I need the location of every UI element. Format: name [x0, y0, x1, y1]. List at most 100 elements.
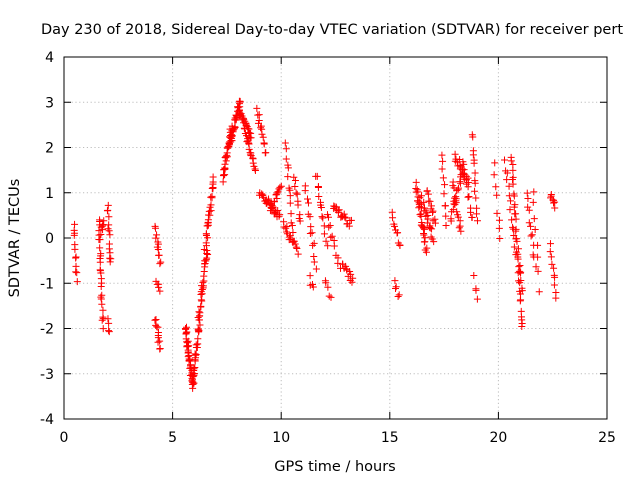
data-point: [416, 211, 424, 219]
data-point: [422, 248, 430, 256]
data-point: [259, 133, 267, 141]
data-point: [249, 154, 257, 162]
data-point: [98, 300, 106, 308]
y-tick-label: -1: [40, 276, 54, 292]
data-point: [523, 189, 531, 197]
data-point: [507, 157, 515, 165]
x-tick-label: 25: [598, 430, 616, 446]
data-point: [184, 348, 192, 356]
data-point: [550, 264, 558, 272]
data-point: [286, 192, 294, 200]
data-point: [326, 222, 334, 230]
data-point: [236, 98, 244, 106]
data-point: [317, 204, 325, 212]
data-point: [306, 213, 314, 221]
data-point: [251, 167, 259, 175]
data-point: [294, 250, 302, 258]
data-point: [283, 228, 291, 236]
y-axis-label: SDTVAR / TECUs: [7, 179, 23, 298]
data-point: [464, 193, 472, 201]
data-point: [456, 222, 464, 230]
data-point: [514, 253, 522, 261]
data-point: [503, 169, 511, 177]
data-point: [71, 245, 79, 253]
data-point: [473, 210, 481, 218]
data-point: [202, 257, 210, 265]
data-point: [496, 234, 504, 242]
data-point: [534, 267, 542, 275]
data-point: [509, 173, 517, 181]
data-point: [156, 287, 164, 295]
data-point: [426, 224, 434, 232]
data-point: [334, 259, 342, 267]
data-point: [154, 334, 162, 342]
data-point: [395, 291, 403, 299]
data-point: [105, 245, 113, 253]
data-point: [195, 326, 203, 334]
data-point: [284, 164, 292, 172]
data-point: [157, 258, 165, 266]
y-tick-label: 2: [45, 141, 54, 157]
data-point: [442, 221, 450, 229]
data-point: [501, 156, 509, 164]
data-point: [503, 176, 511, 184]
data-point: [190, 365, 198, 373]
data-point: [346, 267, 354, 275]
data-points: [70, 97, 560, 392]
data-point: [220, 165, 228, 173]
data-point: [223, 151, 231, 159]
data-point: [392, 283, 400, 291]
data-point: [282, 224, 290, 232]
data-point: [196, 309, 204, 317]
plot-frame: [63, 56, 608, 420]
data-point: [524, 194, 532, 202]
data-point: [192, 351, 200, 359]
data-point: [301, 187, 309, 195]
data-point: [506, 206, 514, 214]
data-point: [516, 262, 524, 270]
data-point: [154, 245, 162, 253]
data-point: [249, 159, 257, 167]
data-point: [235, 103, 243, 111]
data-point: [281, 139, 289, 147]
data-point: [308, 229, 316, 237]
data-point: [440, 190, 448, 198]
data-point: [156, 260, 164, 268]
data-point: [237, 110, 245, 118]
data-point: [207, 193, 215, 201]
data-point: [470, 159, 478, 167]
data-point: [328, 232, 336, 240]
data-point: [274, 188, 282, 196]
data-point: [516, 269, 524, 277]
data-point: [412, 178, 420, 186]
data-point: [472, 286, 480, 294]
data-point: [292, 189, 300, 197]
data-point: [152, 234, 160, 242]
data-point: [185, 357, 193, 365]
data-point: [288, 222, 296, 230]
data-point: [195, 308, 203, 316]
data-point: [552, 294, 560, 302]
data-point: [284, 173, 292, 181]
data-point: [441, 202, 449, 210]
data-point: [330, 242, 338, 250]
data-point: [155, 251, 163, 259]
x-tick-label: 5: [168, 430, 177, 446]
data-point: [207, 201, 215, 209]
data-point: [259, 193, 267, 201]
data-point: [273, 189, 281, 197]
data-point: [196, 321, 204, 329]
data-point: [418, 192, 426, 200]
y-tick-label: -2: [40, 322, 54, 338]
data-point: [275, 212, 283, 220]
data-point: [512, 227, 520, 235]
data-point: [438, 151, 446, 159]
data-point: [154, 323, 162, 331]
data-point: [528, 231, 536, 239]
data-point: [240, 116, 248, 124]
data-point: [310, 239, 318, 247]
data-point: [393, 229, 401, 237]
data-point: [191, 350, 199, 358]
data-point: [105, 319, 113, 327]
data-point: [334, 207, 342, 215]
